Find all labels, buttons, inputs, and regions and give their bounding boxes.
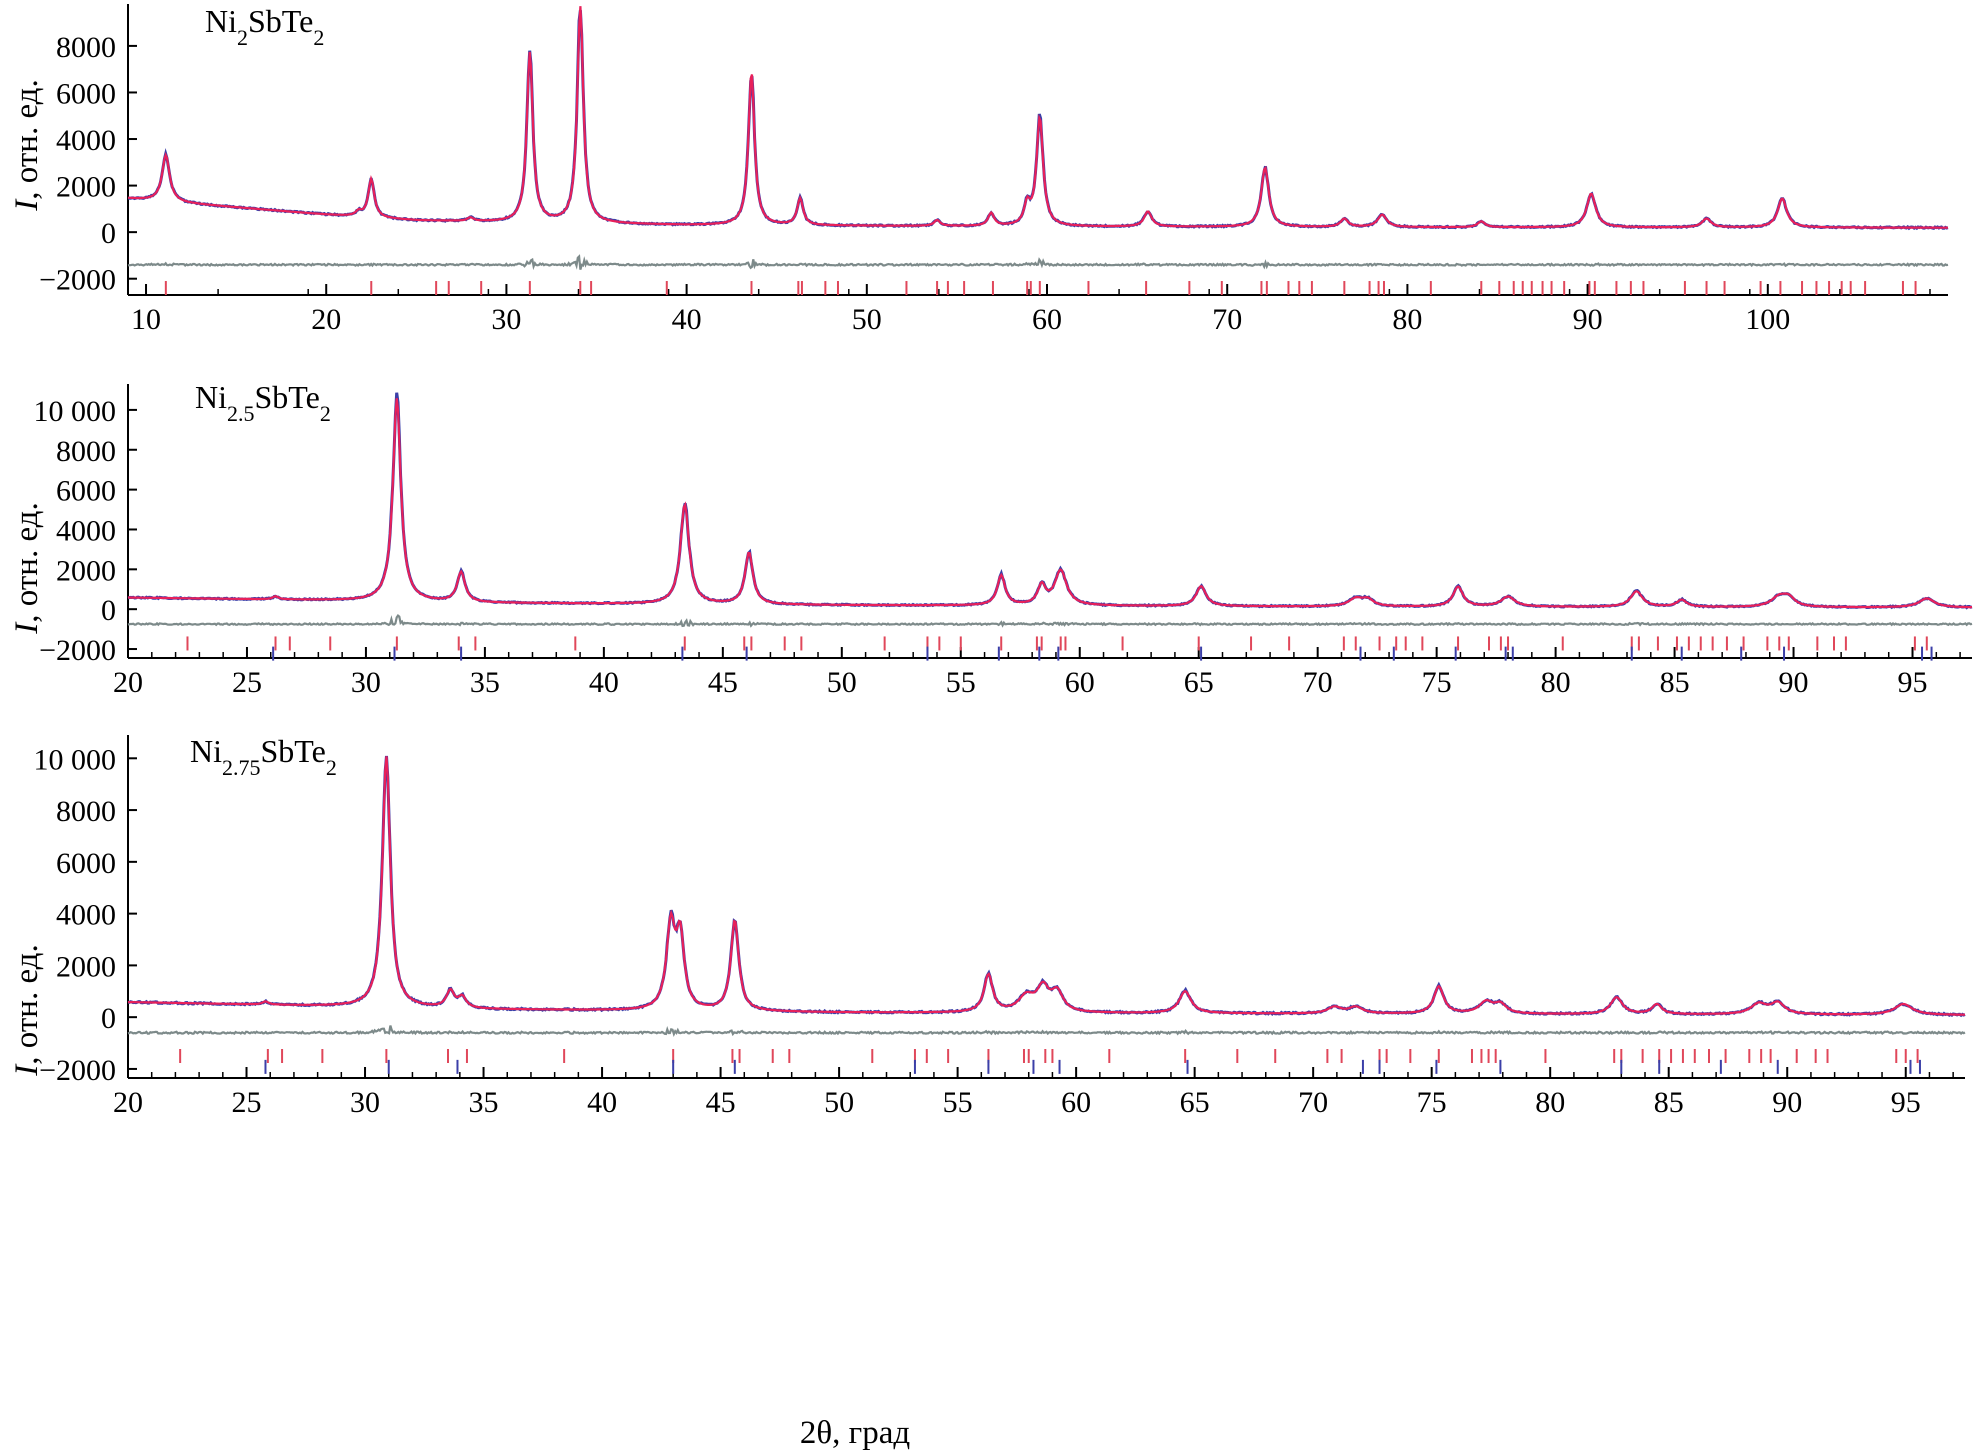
y-tick-label: 10 000: [34, 395, 117, 428]
y-tick-label: 2000: [56, 554, 116, 587]
panel-ni2.75sbte2: −2000 0 2000 4000 6000 8000 10 000 20 25 30 35 40 45…: [34, 733, 1966, 1119]
x-tick-label: 25: [232, 1086, 262, 1119]
y-tick-label: 2000: [56, 171, 116, 204]
x-tick-label: 40: [672, 303, 702, 336]
y-tick-label: −2000: [39, 1054, 116, 1087]
x-tick-label: 35: [470, 666, 500, 699]
y-tick-label: 0: [101, 1002, 116, 1035]
x-tick-label: 85: [1654, 1086, 1684, 1119]
x-tick-label: 50: [824, 1086, 854, 1119]
x-tick-label: 60: [1032, 303, 1062, 336]
panel-ni2.5sbte2: −2000 0 2000 4000 6000 8000 10 000 20 25 30 35 40 45…: [34, 379, 1973, 699]
y-tick-label: 6000: [56, 77, 116, 110]
x-tick-label: 35: [469, 1086, 499, 1119]
x-axis-label: 2θ, град: [800, 1415, 910, 1451]
x-tick-label: 80: [1535, 1086, 1565, 1119]
observed-curve: [127, 10, 1949, 231]
y-tick-label: −2000: [39, 264, 116, 297]
x-tick-label: 25: [232, 666, 262, 699]
calculated-curve: [127, 756, 1965, 1016]
panel-title: Ni2.75SbTe2: [190, 733, 337, 780]
x-tick-label: 100: [1745, 303, 1790, 336]
x-tick-label: 95: [1898, 666, 1928, 699]
y-tick-label: 6000: [56, 475, 116, 508]
observed-curve: [127, 755, 1966, 1018]
y-tick-label: 4000: [56, 124, 116, 157]
y-tick-label: 0: [101, 594, 116, 627]
x-tick-label: 55: [943, 1086, 973, 1119]
panel-title: Ni2.5SbTe2: [195, 379, 331, 426]
x-tick-label: 40: [587, 1086, 617, 1119]
x-tick-label: 90: [1772, 1086, 1802, 1119]
x-tick-label: 20: [311, 303, 341, 336]
y-tick-label: 8000: [56, 795, 116, 828]
x-tick-label: 60: [1065, 666, 1095, 699]
x-tick-label: 65: [1184, 666, 1214, 699]
x-tick-label: 65: [1180, 1086, 1210, 1119]
calculated-curve: [128, 398, 1972, 609]
x-tick-label: 75: [1417, 1086, 1447, 1119]
calculated-curve: [127, 6, 1948, 229]
y-axis-label-2: I, отн. ед.: [9, 502, 45, 634]
x-tick-label: 90: [1573, 303, 1603, 336]
x-tick-label: 70: [1298, 1086, 1328, 1119]
x-tick-label: 30: [491, 303, 521, 336]
x-tick-label: 50: [827, 666, 857, 699]
y-tick-label: 8000: [56, 31, 116, 64]
y-axis-label-3: I, отн. ед.: [9, 944, 45, 1076]
x-tick-label: 70: [1303, 666, 1333, 699]
y-tick-label: 10 000: [34, 743, 117, 776]
difference-curve: [127, 1025, 1966, 1038]
x-tick-label: 30: [350, 1086, 380, 1119]
x-tick-label: 55: [946, 666, 976, 699]
difference-curve: [127, 254, 1949, 271]
observed-curve: [127, 392, 1973, 610]
x-tick-label: 80: [1541, 666, 1571, 699]
y-tick-label: 2000: [56, 950, 116, 983]
y-tick-label: 4000: [56, 899, 116, 932]
x-tick-label: 30: [351, 666, 381, 699]
y-axis-label-1: I, отн. ед.: [9, 79, 45, 211]
x-tick-label: 40: [589, 666, 619, 699]
x-tick-label: 80: [1392, 303, 1422, 336]
x-tick-label: 20: [113, 666, 143, 699]
x-tick-label: 45: [708, 666, 738, 699]
x-tick-label: 50: [852, 303, 882, 336]
y-tick-label: −2000: [39, 634, 116, 667]
panel-ni2sbte2: −2000 0 2000 4000 6000 8000 10 20 30 40 50 60 70 80 90…: [39, 3, 1949, 336]
y-tick-label: 0: [101, 217, 116, 250]
difference-curve: [127, 614, 1973, 628]
y-tick-label: 6000: [56, 847, 116, 880]
y-tick-label: 8000: [56, 435, 116, 468]
y-tick-label: 4000: [56, 514, 116, 547]
x-tick-label: 70: [1212, 303, 1242, 336]
x-tick-label: 60: [1061, 1086, 1091, 1119]
x-tick-label: 10: [131, 303, 161, 336]
x-tick-label: 75: [1422, 666, 1452, 699]
x-tick-label: 85: [1660, 666, 1690, 699]
x-tick-label: 90: [1779, 666, 1809, 699]
x-tick-label: 45: [706, 1086, 736, 1119]
x-tick-label: 95: [1891, 1086, 1921, 1119]
panel-title: Ni2SbTe2: [205, 3, 324, 50]
x-tick-label: 20: [113, 1086, 143, 1119]
